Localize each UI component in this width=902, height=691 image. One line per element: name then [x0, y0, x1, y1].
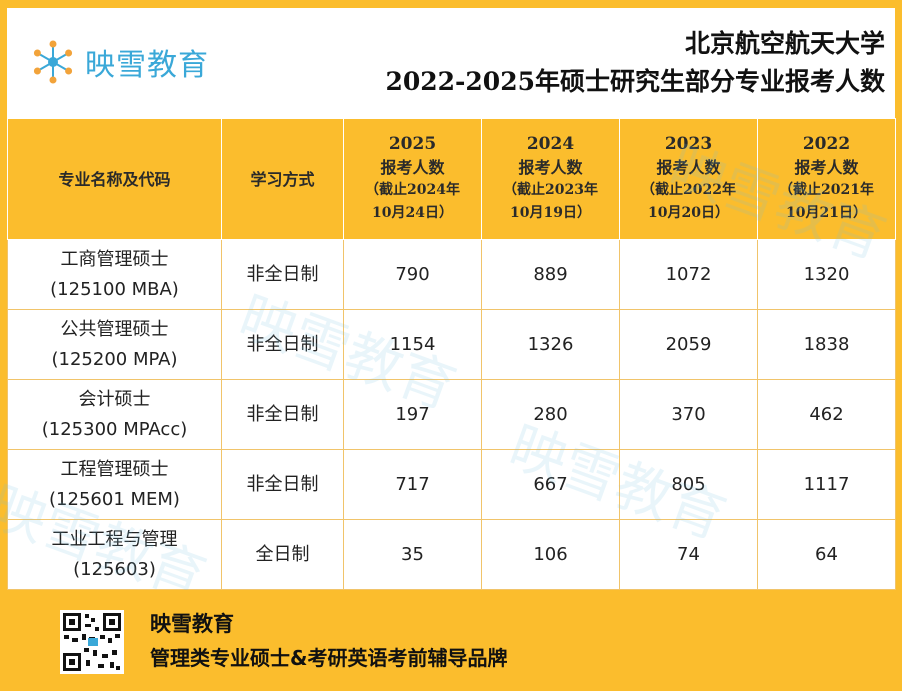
applicants-label: 报考人数: [656, 158, 721, 177]
page-title-university: 北京航空航天大学: [684, 29, 885, 58]
value-2024: 106: [481, 519, 620, 590]
snowflake-icon: [29, 38, 77, 86]
footer: 映雪教育 管理类专业硕士&考研英语考前辅导品牌: [0, 590, 902, 691]
table-row: 工业工程与管理 (125603) 全日制 35 106 74 64: [7, 519, 896, 590]
value-2024: 1326: [481, 309, 620, 380]
cutoff-label: （截止2021年: [779, 182, 874, 198]
major-cell: 工程管理硕士 (125601 MEM): [7, 449, 222, 520]
footer-brand: 映雪教育: [150, 612, 234, 636]
cutoff-date: 10月20日）: [648, 205, 729, 221]
value-2023: 1072: [619, 239, 758, 310]
logo: 映雪教育: [29, 38, 209, 86]
mode-cell: 非全日制: [221, 309, 344, 380]
value-2022: 1320: [757, 239, 896, 310]
major-cell: 公共管理硕士 (125200 MPA): [7, 309, 222, 380]
cutoff-label: （截止2023年: [503, 182, 598, 198]
col-header-major: 专业名称及代码: [7, 118, 222, 240]
major-cell: 会计硕士 (125300 MPAcc): [7, 379, 222, 450]
value-2023: 74: [619, 519, 758, 590]
value-2025: 717: [343, 449, 482, 520]
value-2022: 64: [757, 519, 896, 590]
major-name: 工商管理硕士: [60, 248, 169, 270]
value-2022: 462: [757, 379, 896, 450]
value-2024: 889: [481, 239, 620, 310]
value-2023: 805: [619, 449, 758, 520]
major-name: 会计硕士: [78, 388, 151, 410]
table-row: 工商管理硕士 (125100 MBA) 非全日制 790 889 1072 13…: [7, 239, 896, 310]
applicants-table: 专业名称及代码 学习方式 2025 报考人数 （截止2024年 10月24日） …: [7, 118, 896, 590]
cutoff-date: 10月19日）: [510, 205, 591, 221]
value-2022: 1117: [757, 449, 896, 520]
footer-slogan: 管理类专业硕士&考研英语考前辅导品牌: [150, 646, 508, 670]
major-code: (125601 MEM): [49, 488, 180, 510]
col-header-2025: 2025 报考人数 （截止2024年 10月24日）: [343, 118, 482, 240]
logo-text: 映雪教育: [85, 48, 209, 83]
mode-cell: 非全日制: [221, 449, 344, 520]
col-header-2023: 2023 报考人数 （截止2022年 10月20日）: [619, 118, 758, 240]
value-2025: 1154: [343, 309, 482, 380]
value-2025: 35: [343, 519, 482, 590]
major-code: (125603): [73, 558, 156, 580]
value-2022: 1838: [757, 309, 896, 380]
value-2025: 197: [343, 379, 482, 450]
col-header-2022: 2022 报考人数 （截止2021年 10月21日）: [757, 118, 896, 240]
major-name: 工程管理硕士: [60, 458, 169, 480]
value-2023: 370: [619, 379, 758, 450]
value-2025: 790: [343, 239, 482, 310]
major-code: (125300 MPAcc): [41, 418, 188, 440]
major-code: (125200 MPA): [51, 348, 178, 370]
title-block: 北京航空航天大学 2022-2025年硕士研究生部分专业报考人数: [385, 26, 885, 102]
cutoff-date: 10月21日）: [786, 205, 867, 221]
year-label: 2023: [664, 134, 713, 154]
table-row: 公共管理硕士 (125200 MPA) 非全日制 1154 1326 2059 …: [7, 309, 896, 380]
year-label: 2024: [526, 134, 575, 154]
value-2024: 667: [481, 449, 620, 520]
page-title: 2022-2025年硕士研究生部分专业报考人数: [385, 67, 885, 96]
major-cell: 工商管理硕士 (125100 MBA): [7, 239, 222, 310]
col-header-2024: 2024 报考人数 （截止2023年 10月19日）: [481, 118, 620, 240]
mode-cell: 非全日制: [221, 239, 344, 310]
value-2024: 280: [481, 379, 620, 450]
value-2023: 2059: [619, 309, 758, 380]
cutoff-label: （截止2024年: [365, 182, 460, 198]
year-label: 2025: [388, 134, 437, 154]
header: 映雪教育 北京航空航天大学 2022-2025年硕士研究生部分专业报考人数: [7, 8, 895, 118]
cutoff-label: （截止2022年: [641, 182, 736, 198]
col-header-mode: 学习方式: [221, 118, 344, 240]
major-name: 公共管理硕士: [60, 318, 169, 340]
major-cell: 工业工程与管理 (125603): [7, 519, 222, 590]
major-name: 工业工程与管理: [51, 528, 178, 550]
table-row: 工程管理硕士 (125601 MEM) 非全日制 717 667 805 111…: [7, 449, 896, 520]
major-code: (125100 MBA): [50, 278, 179, 300]
applicants-label: 报考人数: [794, 158, 859, 177]
table-row: 会计硕士 (125300 MPAcc) 非全日制 197 280 370 462: [7, 379, 896, 450]
table-header-row: 专业名称及代码 学习方式 2025 报考人数 （截止2024年 10月24日） …: [7, 118, 896, 240]
cutoff-date: 10月24日）: [372, 205, 453, 221]
applicants-label: 报考人数: [380, 158, 445, 177]
applicants-label: 报考人数: [518, 158, 583, 177]
mode-cell: 非全日制: [221, 379, 344, 450]
year-label: 2022: [802, 134, 851, 154]
data-table-wrap: 专业名称及代码 学习方式 2025 报考人数 （截止2024年 10月24日） …: [0, 118, 896, 612]
mode-cell: 全日制: [221, 519, 344, 590]
qr-code-icon: [60, 610, 124, 674]
